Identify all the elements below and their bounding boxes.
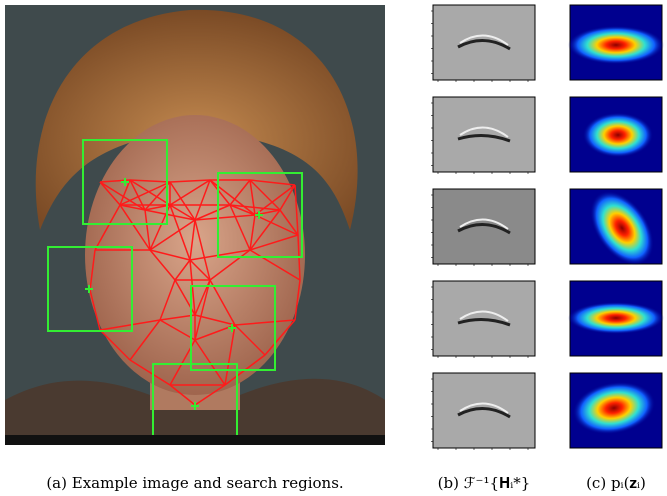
response-blob xyxy=(583,113,653,158)
response-blob xyxy=(568,302,664,334)
response-blob xyxy=(568,26,664,64)
face xyxy=(85,115,305,395)
filter-panel xyxy=(433,189,535,264)
filter-panel xyxy=(433,373,535,448)
caption-b: (b) ℱ⁻¹{𝐇ᵢ*} xyxy=(438,474,531,492)
filter-panel xyxy=(433,5,535,80)
figure: (a) Example image and search regions. (b… xyxy=(0,0,667,496)
filter-column xyxy=(431,5,535,450)
response-column xyxy=(568,5,667,448)
caption-a: (a) Example image and search regions. xyxy=(46,474,343,492)
example-image xyxy=(5,5,385,448)
page: {"captions": {"a": "(a) Example image an… xyxy=(0,0,667,496)
caption-c: (c) pᵢ(𝐳ᵢ) xyxy=(586,474,646,492)
photo-border xyxy=(5,435,385,445)
